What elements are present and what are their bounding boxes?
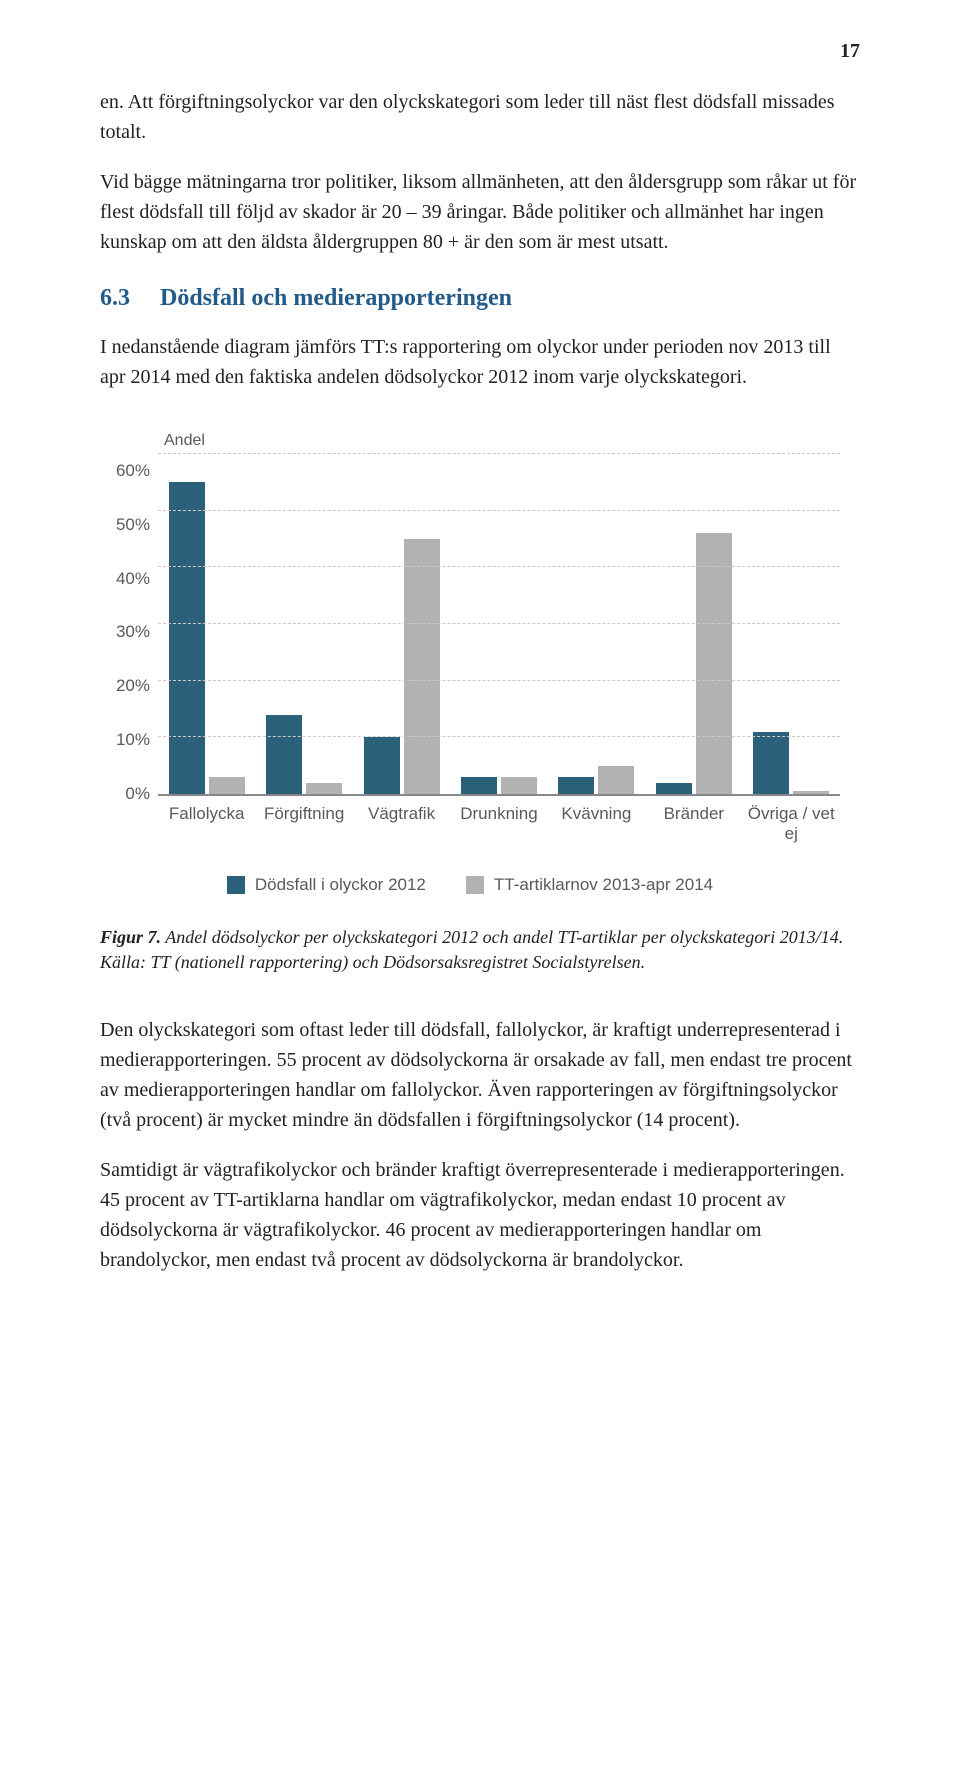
bar xyxy=(209,777,245,794)
bar xyxy=(169,482,205,794)
y-tick: 0% xyxy=(100,785,150,802)
bar xyxy=(656,783,692,794)
x-label: Bränder xyxy=(645,804,742,845)
bar xyxy=(306,783,342,794)
chart-y-axis: 60%50%40%30%20%10%0% xyxy=(100,454,158,794)
x-label: Kvävning xyxy=(548,804,645,845)
gridline xyxy=(158,623,840,624)
x-label: Förgiftning xyxy=(255,804,352,845)
figure-label: Figur 7. xyxy=(100,927,161,947)
bar xyxy=(598,766,634,794)
bar xyxy=(404,539,440,794)
gridline xyxy=(158,566,840,567)
x-label: Drunkning xyxy=(450,804,547,845)
y-tick: 30% xyxy=(100,623,150,640)
bar xyxy=(266,715,302,794)
bar-group xyxy=(158,454,255,794)
page-number: 17 xyxy=(100,40,860,63)
chart-plot-area xyxy=(158,454,840,796)
bar-group xyxy=(255,454,352,794)
x-label: Övriga / vet ej xyxy=(743,804,840,845)
paragraph-4: Den olyckskategori som oftast leder till… xyxy=(100,1015,860,1135)
paragraph-3: I nedanstående diagram jämförs TT:s rapp… xyxy=(100,332,860,392)
section-title: Dödsfall och medierapporteringen xyxy=(160,285,512,311)
legend-label: TT-artiklarnov 2013-apr 2014 xyxy=(494,875,713,895)
x-label: Fallolycka xyxy=(158,804,255,845)
chart-y-axis-label: Andel xyxy=(164,432,840,450)
bar-group xyxy=(353,454,450,794)
legend-item: Dödsfall i olyckor 2012 xyxy=(227,875,426,895)
section-number: 6.3 xyxy=(100,285,160,312)
legend-swatch xyxy=(466,876,484,894)
paragraph-5: Samtidigt är vägtrafikolyckor och brände… xyxy=(100,1155,860,1275)
gridline xyxy=(158,680,840,681)
gridline xyxy=(158,510,840,511)
bar xyxy=(793,791,829,794)
y-tick: 50% xyxy=(100,516,150,533)
figure-caption: Figur 7. Andel dödsolyckor per olyckskat… xyxy=(100,925,860,975)
bar-group xyxy=(548,454,645,794)
chart-x-axis: FallolyckaFörgiftningVägtrafikDrunkningK… xyxy=(158,804,840,845)
bar-group xyxy=(645,454,742,794)
bar xyxy=(696,533,732,794)
bar xyxy=(461,777,497,794)
paragraph-1: en. Att förgiftningsolyckor var den olyc… xyxy=(100,87,860,147)
legend-swatch xyxy=(227,876,245,894)
bar xyxy=(501,777,537,794)
legend-label: Dödsfall i olyckor 2012 xyxy=(255,875,426,895)
bar-group xyxy=(450,454,547,794)
x-label: Vägtrafik xyxy=(353,804,450,845)
gridline xyxy=(158,453,840,454)
y-tick: 20% xyxy=(100,677,150,694)
y-tick: 40% xyxy=(100,570,150,587)
y-tick: 60% xyxy=(100,462,150,479)
chart: Andel 60% 50% 40% 30% 20% 10% 0% FallolyckaFör… xyxy=(100,432,840,895)
gridline xyxy=(158,736,840,737)
section-heading: 6.3Dödsfall och medierapporteringen xyxy=(100,285,860,312)
bar xyxy=(558,777,594,794)
chart-legend: Dödsfall i olyckor 2012 TT-artiklarnov 20… xyxy=(100,875,840,895)
y-tick: 10% xyxy=(100,731,150,748)
bar-group xyxy=(743,454,840,794)
legend-item: TT-artiklarnov 2013-apr 2014 xyxy=(466,875,713,895)
paragraph-2: Vid bägge mätningarna tror politiker, li… xyxy=(100,167,860,257)
figure-caption-text: Andel dödsolyckor per olyckskategori 201… xyxy=(100,927,843,972)
bar xyxy=(364,737,400,794)
bar xyxy=(753,732,789,794)
